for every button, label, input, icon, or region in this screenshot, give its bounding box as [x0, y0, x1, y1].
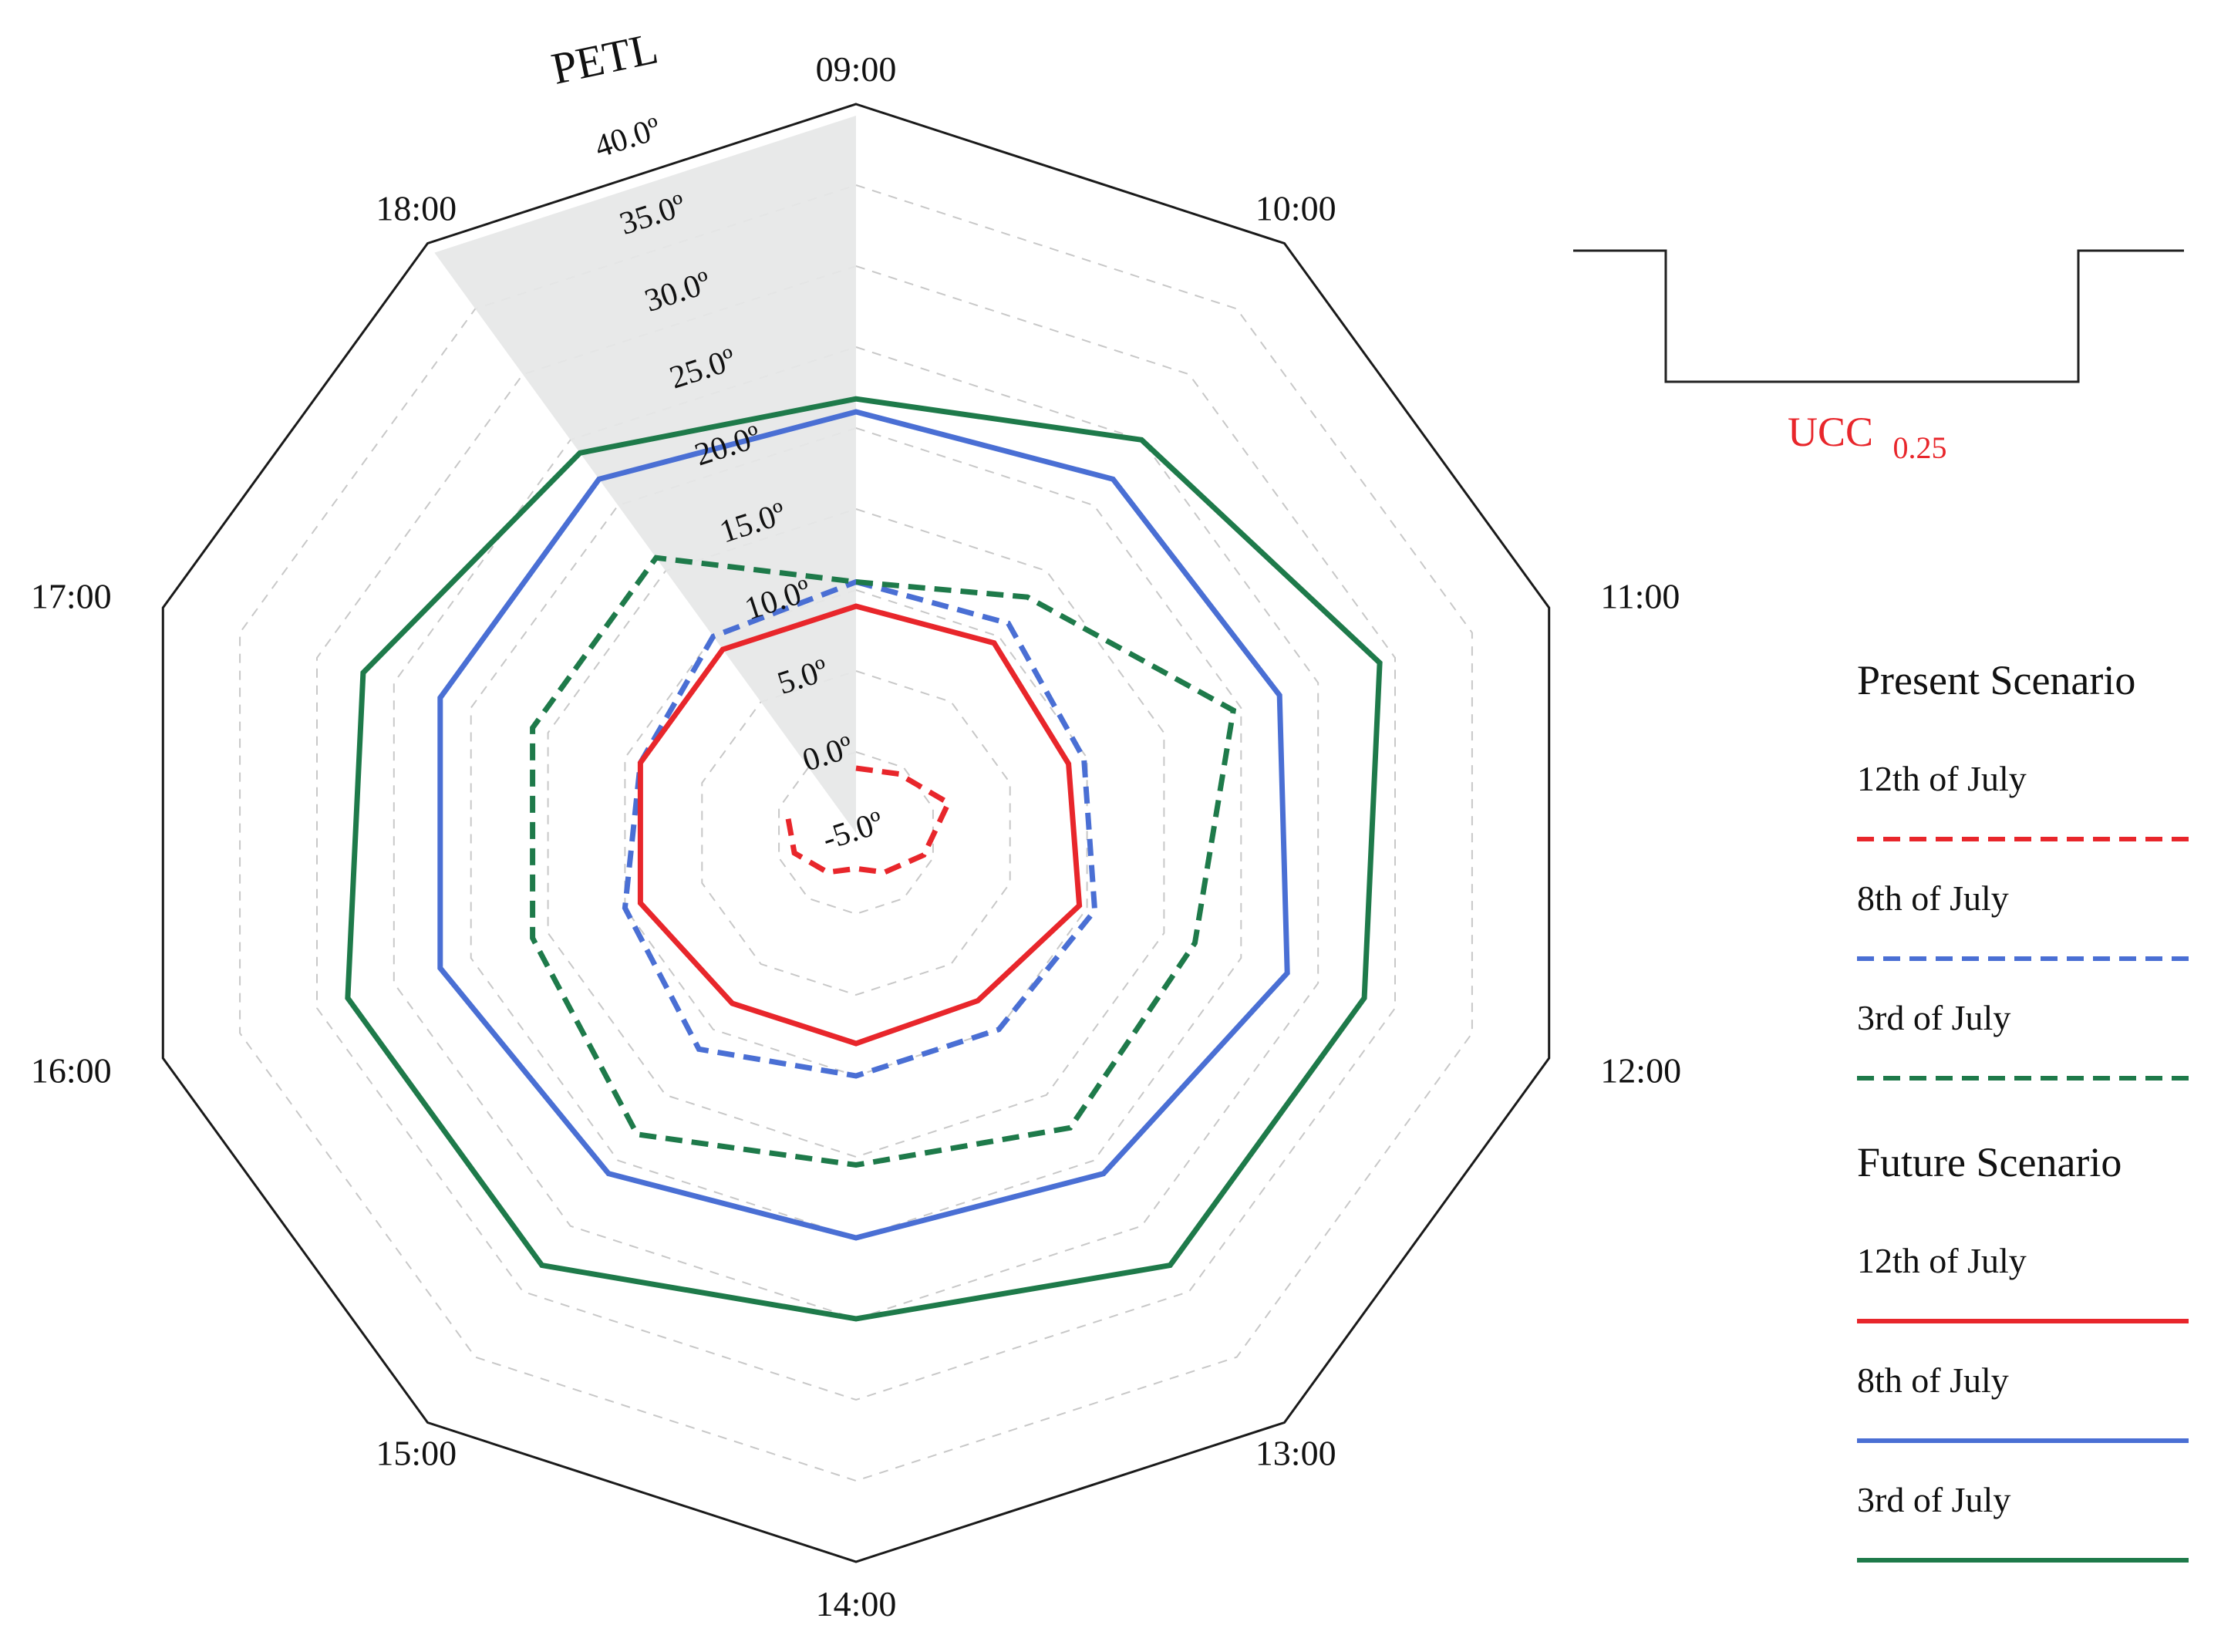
time-label-1200: 12:00 [1600, 1051, 1681, 1091]
legend-label-future_12: 12th of July [1857, 1241, 2027, 1280]
radial-tick-label-0: -5.0º [818, 804, 888, 857]
time-label-1000: 10:00 [1255, 189, 1336, 228]
radar-plot-area: -5.0º0.0º5.0º10.0º15.0º20.0º25.0º30.0º35… [31, 22, 1681, 1623]
time-label-1500: 15:00 [376, 1434, 457, 1473]
time-label-1400: 14:00 [816, 1584, 897, 1623]
series-future_12 [637, 603, 1083, 1047]
gridline-7 [316, 265, 1396, 1401]
tick-sector-fill [434, 116, 856, 833]
outer-frame [161, 103, 1551, 1563]
ucc-canyon-profile [1573, 249, 2184, 383]
series-line-future_3 [345, 396, 1383, 1322]
series-lines [345, 396, 1383, 1322]
series-line-present_3 [530, 555, 1237, 1168]
time-label-1100: 11:00 [1600, 577, 1680, 616]
series-present_3 [530, 555, 1237, 1168]
legend-label-present_8: 8th of July [1857, 878, 2009, 918]
series-line-present_8 [622, 578, 1098, 1079]
gridline-2 [701, 669, 1011, 996]
ucc-label: UCC 0.25 [1788, 409, 1947, 465]
time-label-1300: 13:00 [1255, 1434, 1336, 1473]
series-future_3 [345, 396, 1383, 1322]
series-present_8 [622, 578, 1098, 1079]
ucc-label-subscript: 0.25 [1893, 430, 1947, 465]
time-label-1600: 16:00 [31, 1051, 112, 1091]
ucc-annotation: UCC 0.25 [1573, 249, 2184, 465]
time-label-0900: 09:00 [816, 49, 897, 89]
tick-sector [434, 116, 856, 833]
ucc-label-main: UCC [1788, 409, 1873, 455]
legend-label-future_3: 3rd of July [1857, 1480, 2010, 1519]
legend-label-future_8: 8th of July [1857, 1360, 2009, 1400]
gridline-4 [547, 507, 1165, 1158]
series-line-future_12 [637, 603, 1083, 1047]
time-label-1700: 17:00 [31, 577, 112, 616]
legend-label-present_12: 12th of July [1857, 759, 2027, 798]
legend-label-present_3: 3rd of July [1857, 998, 2010, 1037]
time-labels: 09:00 10:00 11:00 12:00 13:00 14:00 15:00 16:00… [31, 49, 1681, 1623]
legend: Present Scenario 12th of July 8th of July 3… [1857, 657, 2189, 1563]
series-line-present_12 [784, 765, 952, 875]
gridline-8 [239, 184, 1473, 1482]
series-line-future_8 [437, 409, 1290, 1241]
legend-heading-1: Future Scenario [1857, 1139, 2122, 1185]
radial-tick-label-9: 40.0º [591, 111, 666, 165]
frame-polygon [161, 103, 1551, 1563]
legend-heading-0: Present Scenario [1857, 657, 2135, 703]
series-present_12 [784, 765, 952, 875]
series-future_8 [437, 409, 1290, 1241]
time-label-1800: 18:00 [376, 189, 457, 228]
radial-axis-title: PETL [548, 22, 662, 93]
